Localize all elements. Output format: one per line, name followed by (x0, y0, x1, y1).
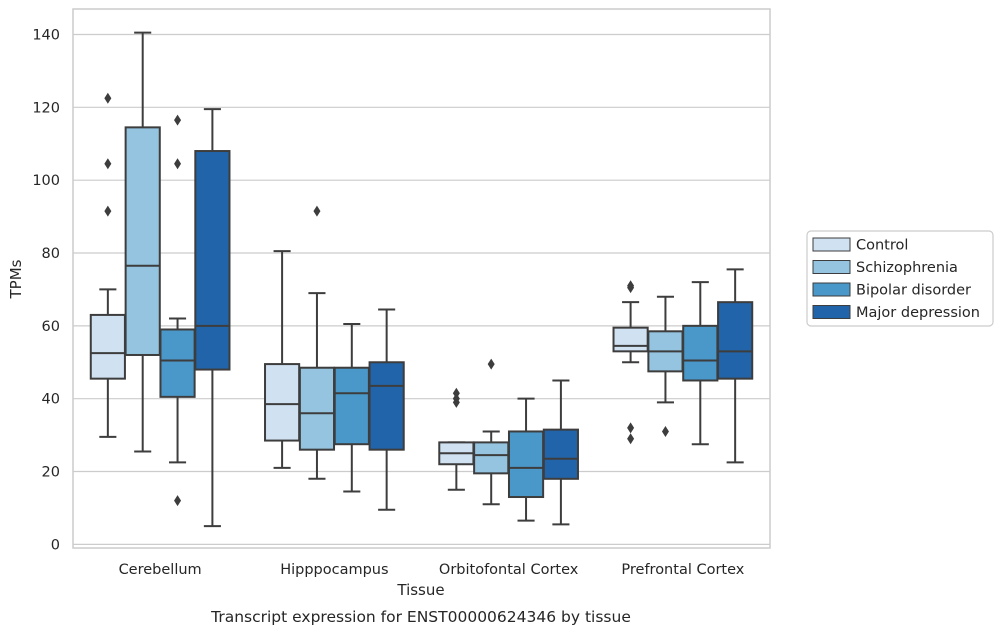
legend-label: Schizophrenia (856, 260, 958, 276)
y-tick-label: 20 (42, 465, 60, 481)
outlier-point (487, 358, 495, 370)
box-iqr (612, 326, 649, 353)
legend-swatch (812, 282, 851, 297)
box-iqr (368, 361, 405, 451)
box-iqr (194, 150, 231, 371)
y-tick-label: 140 (32, 27, 60, 43)
box-bipolar-disorder (159, 114, 196, 507)
plot-frame (72, 8, 771, 549)
box-schizophrenia (124, 31, 161, 453)
legend-swatch (812, 260, 851, 274)
box-iqr (333, 366, 370, 446)
y-axis-label: TPMs (7, 259, 25, 299)
legend-label: Control (856, 238, 908, 254)
box-iqr (717, 301, 754, 380)
x-axis-tick-labels: Cerebellum Hipppocampus Orbitofontal Corte… (119, 562, 745, 578)
x-axis-label: Tissue (396, 581, 444, 599)
box-major-depression (368, 308, 405, 511)
y-tick-label: 0 (51, 537, 60, 553)
box-major-depression (194, 108, 231, 528)
box-iqr (264, 363, 301, 442)
legend-label: Major depression (856, 305, 980, 321)
outlier-point (174, 158, 182, 170)
legend-frame (806, 230, 994, 327)
outlier-point (104, 205, 112, 217)
box-iqr (298, 366, 336, 451)
y-tick-label: 80 (42, 246, 60, 262)
y-axis-tick-labels: 0 20 40 60 80 100 120 140 (32, 27, 60, 553)
box-control (612, 280, 649, 445)
box-plot-series (89, 31, 754, 528)
y-tick-label: 60 (42, 319, 60, 335)
x-tick-label: Orbitofontal Cortex (439, 562, 579, 578)
box-schizophrenia (473, 358, 510, 506)
box-schizophrenia (298, 205, 336, 480)
chart-caption: Transcript expression for ENST0000062434… (210, 608, 631, 626)
y-tick-label: 40 (42, 392, 60, 408)
x-tick-label: Cerebellum (119, 562, 202, 578)
box-iqr (473, 441, 510, 475)
legend-label: Bipolar disorder (856, 283, 971, 299)
box-iqr (124, 126, 161, 356)
legend-swatch (812, 305, 851, 319)
box-major-depression (717, 268, 754, 464)
y-tick-label: 120 (32, 100, 60, 116)
outlier-point (313, 205, 321, 217)
outlier-point (174, 114, 182, 126)
box-major-depression (542, 379, 579, 526)
outlier-point (104, 92, 112, 104)
box-control (264, 250, 301, 469)
outlier-point (661, 425, 669, 437)
box-iqr (682, 324, 719, 382)
box-control (438, 387, 475, 491)
box-iqr (542, 428, 579, 480)
box-bipolar-disorder (682, 281, 719, 446)
outlier-point (452, 396, 460, 408)
outlier-point (627, 433, 635, 445)
box-iqr (159, 328, 196, 398)
outlier-point (627, 282, 635, 294)
outlier-point (174, 495, 182, 507)
outlier-point (627, 422, 635, 434)
y-tick-label: 100 (32, 173, 60, 189)
box-iqr (89, 313, 126, 380)
x-tick-label: Prefrontal Cortex (621, 562, 744, 578)
x-tick-label: Hipppocampus (280, 562, 388, 578)
outlier-point (104, 158, 112, 170)
box-control (89, 92, 126, 438)
box-bipolar-disorder (507, 397, 545, 522)
gridlines (73, 33, 770, 545)
box-schizophrenia (647, 295, 684, 437)
legend: Control Schizophrenia Bipolar disorder Majo… (806, 230, 994, 327)
legend-swatch (812, 237, 851, 252)
box-bipolar-disorder (333, 323, 370, 493)
box-iqr (507, 430, 545, 499)
